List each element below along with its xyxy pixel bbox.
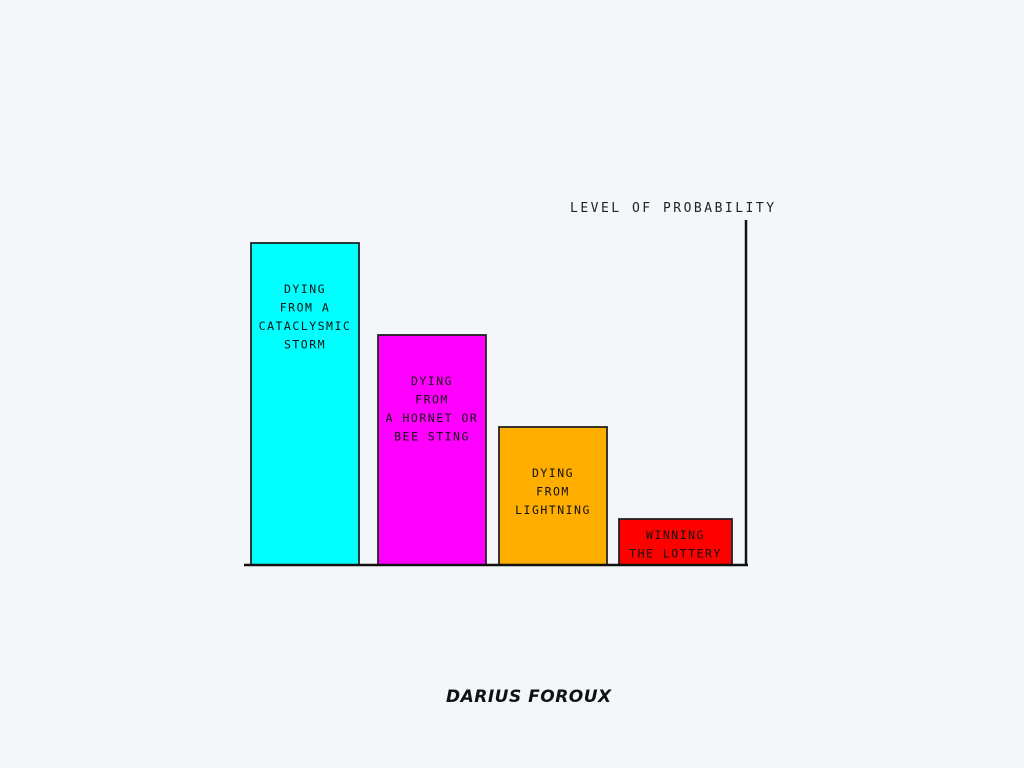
bar-label: DYING: [284, 282, 326, 296]
bar-label: FROM: [415, 393, 449, 407]
y-axis-label: LEVEL OF PROBABILITY: [570, 201, 777, 216]
bar-label: LIGHTNING: [515, 503, 591, 517]
bar: [250, 242, 360, 566]
bar-label: DYING: [532, 466, 574, 480]
bar-label: FROM: [536, 485, 570, 499]
bar-label: A HORNET OR: [386, 411, 479, 425]
bar-label: THE LOTTERY: [629, 547, 722, 561]
bar-label: DYING: [411, 374, 453, 388]
bar-label: CATACLYSMIC: [259, 319, 352, 333]
bar: [498, 426, 608, 566]
bar: [377, 334, 487, 566]
bar-label: WINNING: [646, 528, 705, 542]
bar-label: FROM A: [280, 301, 331, 315]
bar-label: BEE STING: [394, 430, 470, 444]
bar-label: STORM: [284, 338, 326, 352]
author-signature: DARIUS FOROUX: [446, 687, 612, 707]
